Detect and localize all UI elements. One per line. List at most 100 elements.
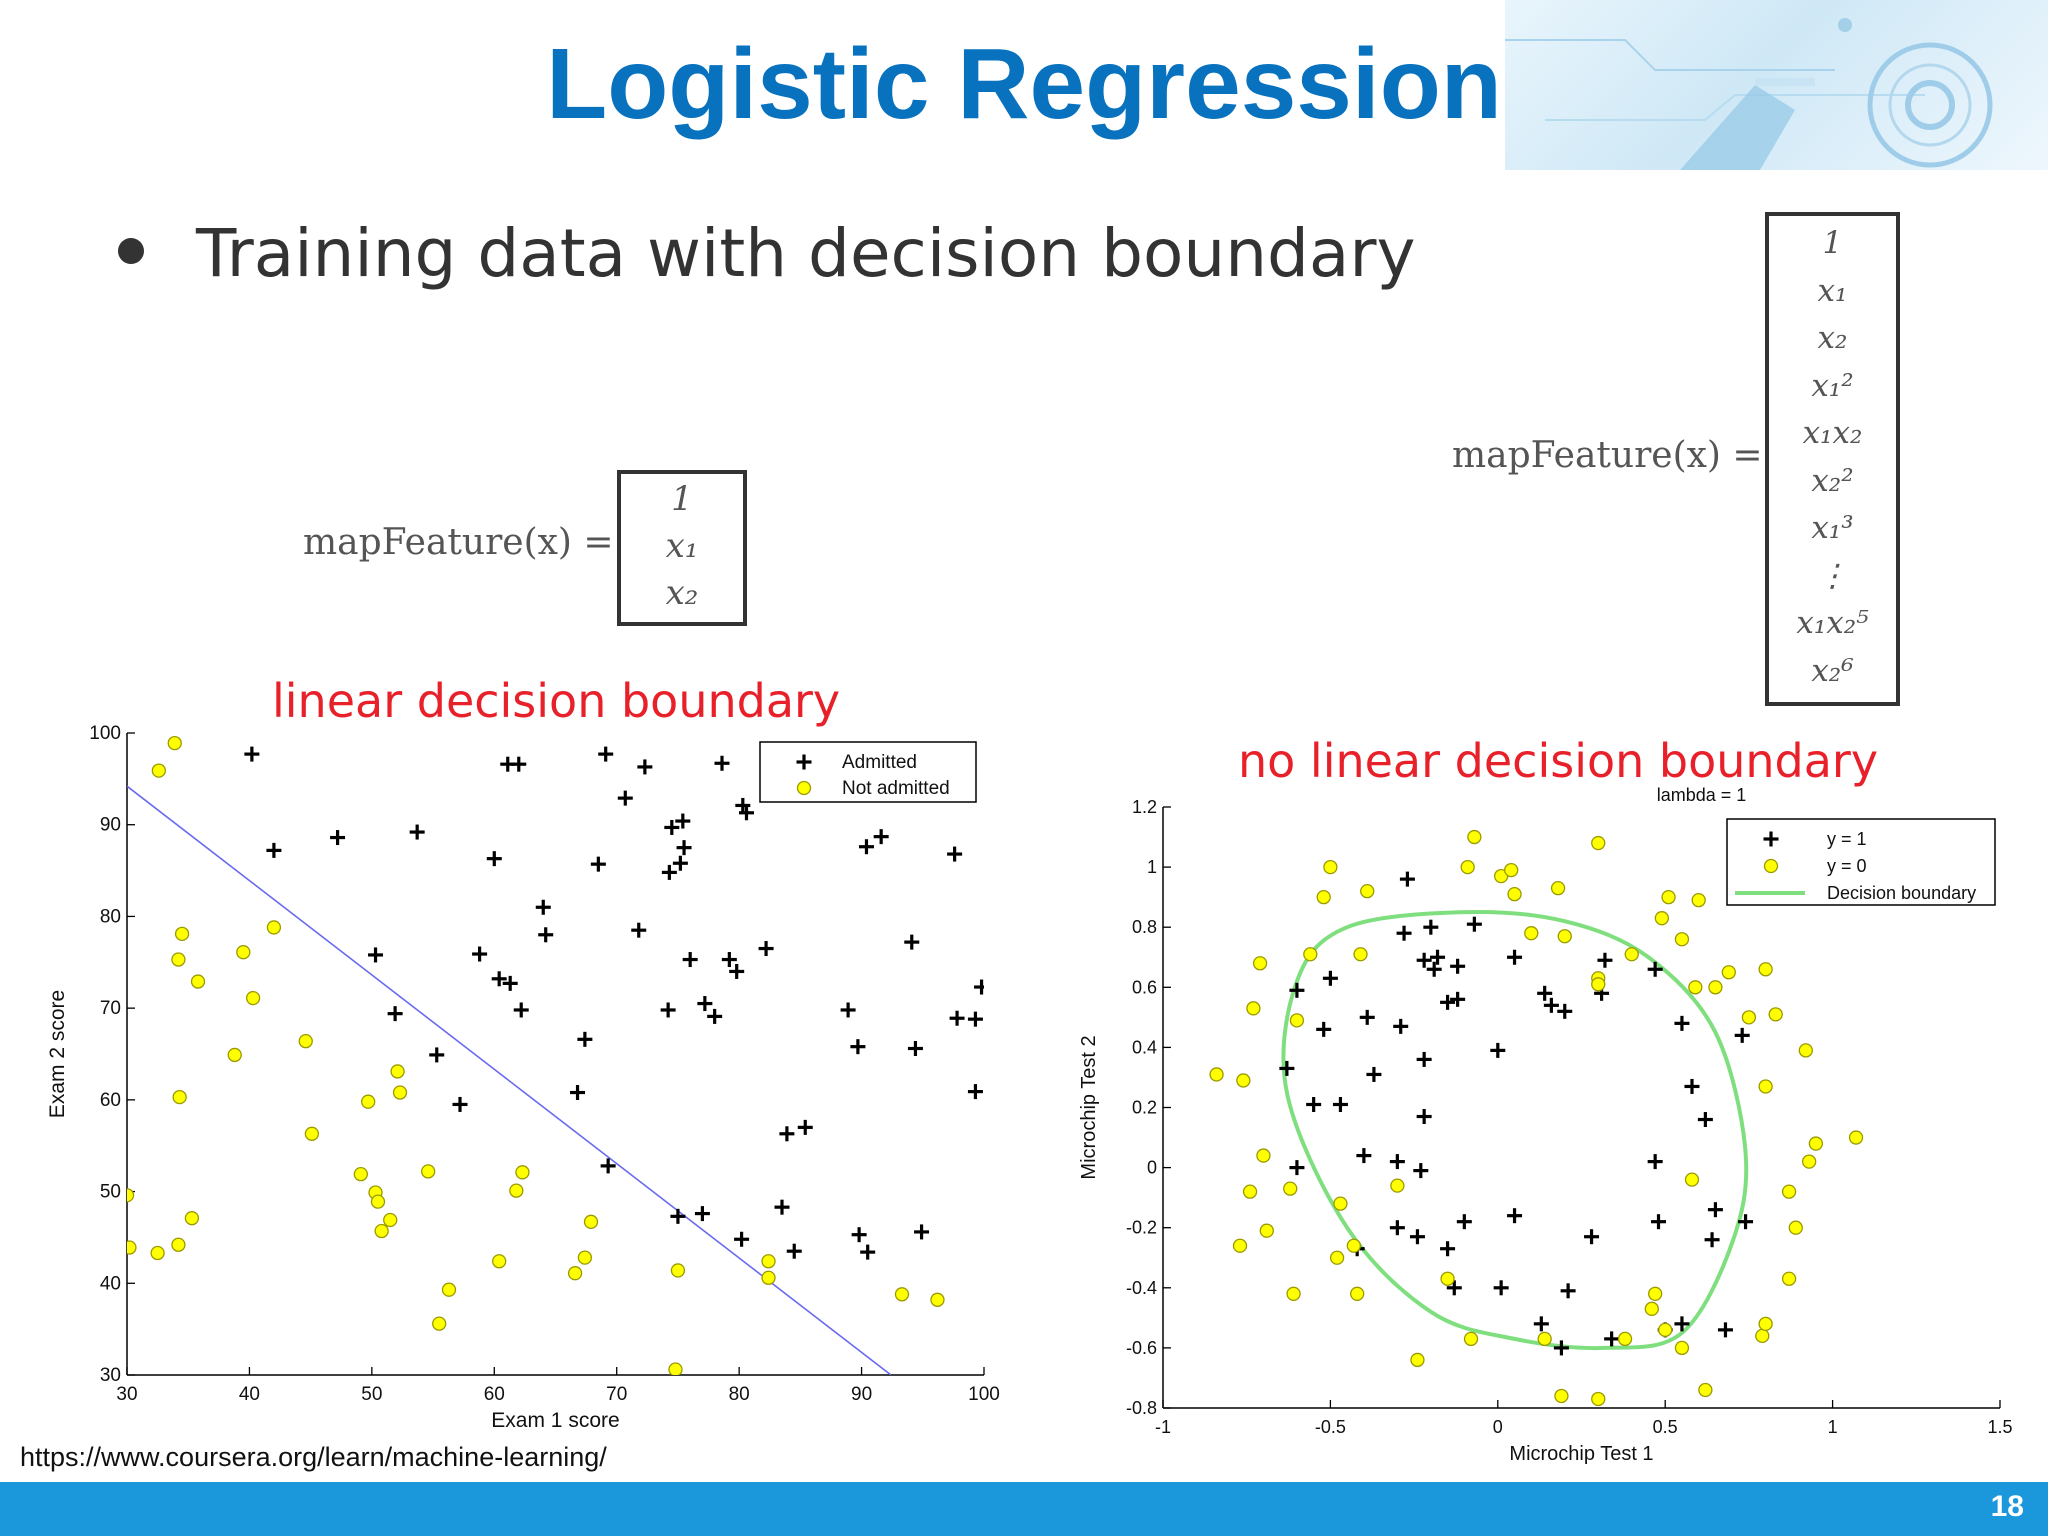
equation-small-label: mapFeature(x) = — [303, 522, 614, 563]
data-point-circle — [1360, 883, 1375, 899]
data-point-circle — [1390, 1178, 1405, 1193]
data-point-plus — [707, 1008, 723, 1024]
data-point-circle — [245, 990, 261, 1006]
data-point-plus — [774, 1199, 790, 1215]
data-point-circle — [172, 1089, 187, 1105]
matrix-entry: x₂⁶ — [1811, 652, 1854, 689]
equation-small-entries: 1 x₁ x₂ — [617, 476, 747, 617]
data-point-circle — [1708, 980, 1723, 995]
data-point-plus — [486, 851, 502, 867]
data-point-plus — [1697, 1112, 1713, 1128]
data-point-circle — [1346, 1238, 1361, 1253]
data-point-plus — [796, 754, 812, 770]
y-tick-label: 40 — [100, 1273, 121, 1294]
legend: Admitted Not admitted — [759, 741, 977, 803]
data-point-circle — [236, 945, 251, 960]
data-point-plus — [368, 947, 384, 963]
data-point-plus — [1316, 1021, 1332, 1037]
decision-boundary-line — [127, 785, 892, 1375]
bullet-point: Training data with decision boundary — [118, 215, 1416, 292]
page-number: 18 — [1990, 1490, 2024, 1523]
source-url[interactable]: https://www.coursera.org/learn/machine-l… — [20, 1442, 607, 1472]
data-point-circle — [227, 1047, 242, 1063]
data-point-plus — [590, 856, 606, 872]
series-circle — [1209, 829, 1864, 1407]
data-point-plus — [1450, 991, 1466, 1007]
data-point-circle — [167, 735, 182, 751]
data-point-plus — [1543, 997, 1559, 1013]
matrix-entry: x₁x₂⁵ — [1796, 605, 1869, 641]
data-point-plus — [538, 927, 554, 943]
data-point-plus — [850, 1039, 866, 1055]
data-point-circle — [1617, 1331, 1633, 1347]
data-point-plus — [675, 813, 691, 829]
series-circle — [127, 735, 945, 1375]
matrix-entry: x₁ — [665, 526, 699, 566]
data-point-plus — [1533, 1316, 1549, 1332]
equation-large-label: mapFeature(x) = — [1452, 435, 1763, 476]
data-point-circle — [1467, 829, 1482, 845]
x-tick-label: -0.5 — [1315, 1417, 1346, 1437]
data-point-plus — [600, 1158, 616, 1174]
x-tick-label: 1 — [1828, 1417, 1838, 1437]
data-point-plus — [797, 1119, 813, 1135]
data-point-plus — [1647, 961, 1663, 977]
data-point-circle — [1504, 862, 1519, 878]
data-point-plus — [904, 934, 920, 950]
y-tick-label: 70 — [100, 998, 121, 1019]
data-point-circle — [1507, 886, 1522, 902]
data-point-circle — [1329, 1250, 1345, 1265]
data-point-plus — [1416, 1051, 1432, 1067]
y-tick-label: 50 — [100, 1182, 121, 1203]
data-point-plus — [1289, 982, 1305, 998]
matrix-entry: x₂ — [1817, 320, 1848, 356]
data-point-circle — [421, 1164, 436, 1179]
data-point-circle — [370, 1194, 386, 1209]
data-point-plus — [1289, 1160, 1305, 1176]
data-point-plus — [491, 971, 507, 987]
y-tick-label: 0.2 — [1132, 1098, 1157, 1118]
data-point-circle — [127, 1188, 135, 1203]
data-point-plus — [1306, 1096, 1322, 1112]
data-point-plus — [631, 922, 647, 938]
data-point-plus — [1717, 1322, 1733, 1338]
data-point-circle — [577, 1250, 593, 1265]
data-point-circle — [1741, 1010, 1757, 1025]
data-point-circle — [1256, 1148, 1271, 1163]
data-point-circle — [515, 1165, 530, 1180]
data-point-plus — [511, 756, 527, 772]
data-point-plus — [1416, 952, 1432, 968]
data-point-plus — [840, 1002, 856, 1018]
data-point-circle — [1674, 932, 1690, 947]
data-point-plus — [244, 746, 260, 762]
data-point-circle — [1591, 835, 1606, 851]
data-point-plus — [1430, 949, 1446, 965]
decision-boundary-curve — [1281, 909, 1749, 1351]
header-decoration — [1505, 0, 2048, 170]
x-tick-label: -1 — [1155, 1417, 1171, 1437]
chart-title: lambda = 1 — [1657, 785, 1747, 805]
data-point-plus — [1560, 1283, 1576, 1299]
data-point-circle — [171, 1237, 186, 1252]
data-point-plus — [734, 1231, 750, 1247]
footer-bar: 18 — [0, 1482, 2048, 1536]
data-point-plus — [1584, 1229, 1600, 1245]
data-point-circle — [1644, 1301, 1659, 1316]
legend-box — [759, 741, 977, 803]
data-point-circle — [1353, 947, 1368, 962]
data-point-plus — [1359, 1009, 1375, 1025]
data-point-circle — [668, 1362, 683, 1375]
data-point-circle — [1252, 956, 1268, 971]
data-point-circle — [583, 1214, 599, 1229]
data-point-plus — [1389, 1154, 1405, 1170]
data-point-plus — [858, 839, 874, 855]
data-point-plus — [1332, 1096, 1348, 1112]
data-point-plus — [729, 963, 745, 979]
data-point-plus — [1450, 958, 1466, 974]
data-point-circle — [1289, 1013, 1305, 1028]
y-tick-label: 30 — [100, 1365, 121, 1386]
data-point-plus — [472, 946, 488, 962]
data-point-circle — [1350, 1286, 1365, 1301]
data-point-circle — [171, 952, 186, 967]
data-point-plus — [1651, 1214, 1667, 1230]
